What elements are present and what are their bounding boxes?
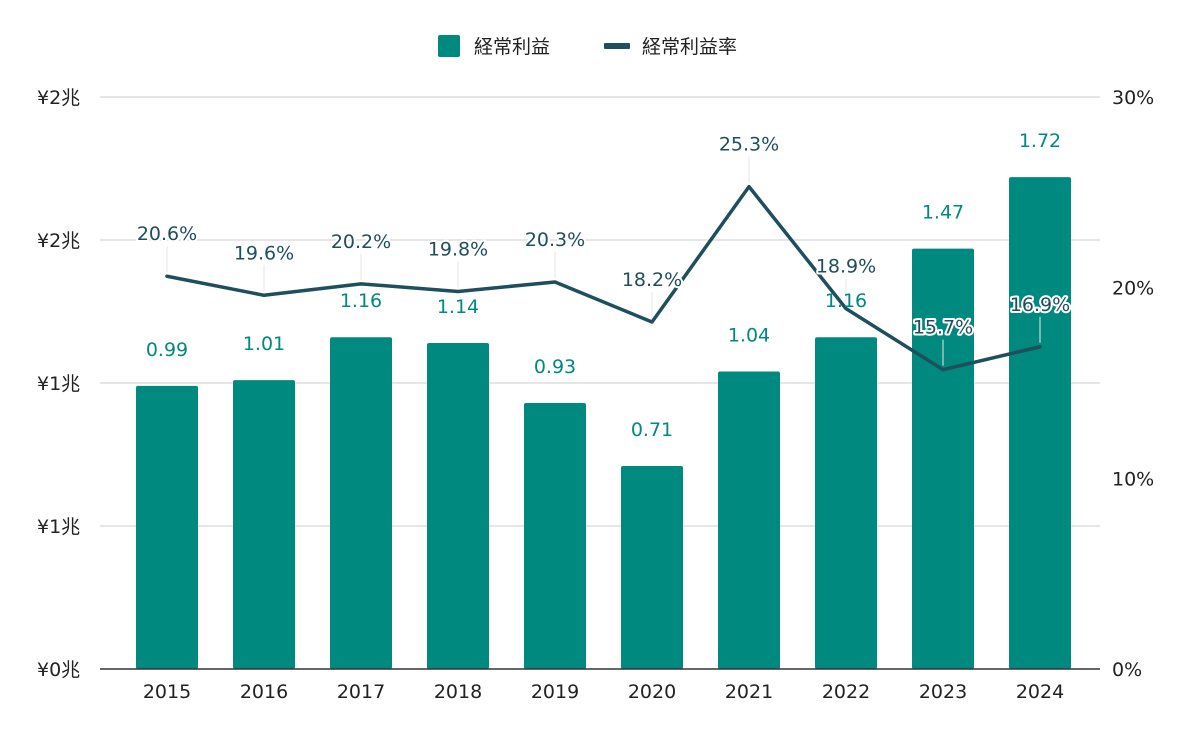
legend-swatch-bar [438,35,460,57]
bar [1009,177,1071,669]
line-point [844,307,848,311]
y-right-tick-label: 0% [1112,659,1142,681]
line-series [165,156,1042,372]
bar [524,403,586,669]
bar-value-label: 0.99 [146,339,188,361]
line-point [456,289,460,293]
x-tick-label: 2017 [337,681,385,703]
bar [621,465,683,669]
x-tick-label: 2020 [628,681,676,703]
y-left-tick-label: ¥0兆 [37,659,80,681]
x-tick-label: 2018 [434,681,482,703]
bar [136,385,198,669]
bar-value-label: 1.14 [437,296,479,318]
line-value-label: 16.9% [1010,294,1070,316]
legend-swatch-line [604,43,630,49]
x-tick-label: 2015 [143,681,191,703]
bar [912,248,974,669]
line-point [747,185,751,189]
legend: 経常利益 経常利益率 [438,35,737,58]
y-right-tick-label: 30% [1112,87,1154,109]
bar [427,342,489,669]
data-labels: 0.99 1.01 1.16 1.14 0.93 0.71 1.04 1.16 1.47 1.72… [135,130,1072,441]
y-left-tick-label: ¥1兆 [37,373,80,395]
line-value-label: 25.3% [719,134,779,156]
bar-series [136,177,1071,669]
line-value-label: 18.9% [816,256,876,278]
line-point [165,274,169,278]
y-left-tick-label: ¥1兆 [37,516,80,538]
line-value-label: 18.2% [622,269,682,291]
bar-value-label: 1.47 [922,202,964,224]
legend-label-line: 経常利益率 [642,36,737,58]
legend-label-bar: 経常利益 [474,36,550,58]
line-point [941,368,945,372]
line-path [165,184,1042,372]
bar-value-label: 0.93 [534,356,576,378]
x-tick-label: 2022 [822,681,870,703]
line-value-label: 19.6% [234,242,294,264]
x-tick-label: 2016 [240,681,288,703]
line-point [359,282,363,286]
axes: ¥0兆 ¥1兆 ¥1兆 ¥2兆 ¥2兆 0% 10% 20% 30% 2015 2016 2017 20… [37,87,1154,703]
bar-value-label: 1.72 [1019,130,1061,152]
x-tick-label: 2019 [531,681,579,703]
x-tick-label: 2023 [919,681,967,703]
bar [330,337,392,669]
line-value-label: 19.8% [428,238,488,260]
x-tick-label: 2024 [1016,681,1064,703]
y-left-tick-label: ¥2兆 [37,230,80,252]
bar-value-label: 1.01 [243,333,285,355]
bar-value-label: 1.04 [728,325,770,347]
x-tick-label: 2021 [725,681,773,703]
y-right-tick-label: 20% [1112,278,1154,300]
line-point [1038,345,1042,349]
y-right-tick-label: 10% [1112,468,1154,490]
line-value-label: 20.3% [525,229,585,251]
bar [233,380,295,669]
y-left-tick-label: ¥2兆 [37,87,80,109]
bar-value-label: 1.16 [340,290,382,312]
bar [718,371,780,669]
bar-value-label: 0.71 [631,419,673,441]
line-point [262,293,266,297]
line-value-label: 20.6% [137,223,197,245]
line-point [650,320,654,324]
line-value-label: 15.7% [913,317,973,339]
bar-value-label: 1.16 [825,290,867,312]
line-value-label: 20.2% [331,231,391,253]
line-point [553,280,557,284]
bar [815,337,877,669]
